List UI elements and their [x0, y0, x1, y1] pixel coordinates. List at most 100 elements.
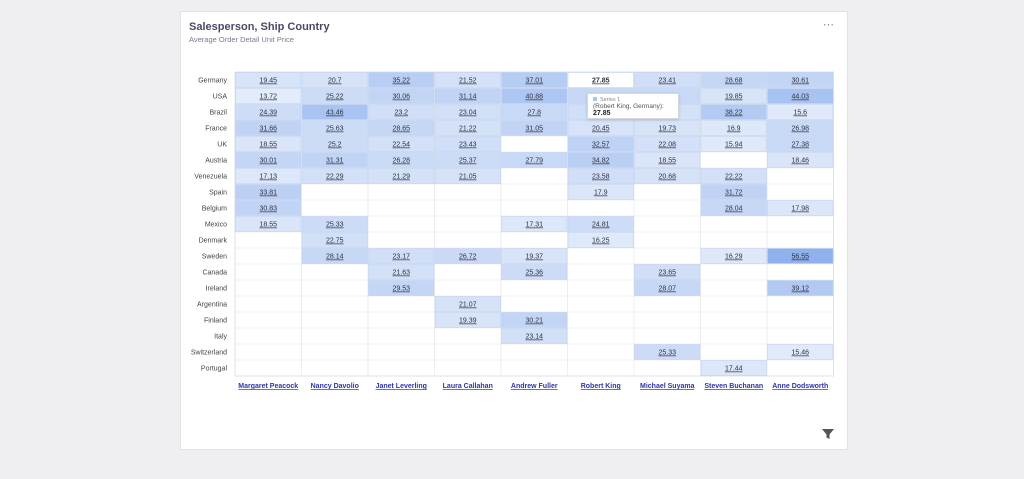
cell-value-label[interactable]: 23.58 — [592, 174, 610, 181]
cell-value-label[interactable]: 30.06 — [392, 94, 410, 101]
heatmap-cell[interactable] — [501, 248, 568, 264]
cell-value-label[interactable]: 21.52 — [459, 78, 477, 85]
cell-value-label[interactable]: 28.07 — [658, 286, 676, 293]
cell-value-label[interactable]: 16.9 — [727, 126, 741, 133]
cell-value-label[interactable]: 15.46 — [791, 350, 809, 357]
heatmap-cell[interactable] — [368, 72, 435, 88]
cell-value-label[interactable]: 26.72 — [459, 254, 477, 261]
cell-value-label[interactable]: 17.13 — [259, 174, 277, 181]
heatmap-cell[interactable] — [567, 216, 634, 232]
cell-value-label[interactable]: 31.05 — [525, 126, 543, 133]
cell-value-label[interactable]: 21.07 — [459, 302, 477, 309]
heatmap-cell[interactable] — [700, 200, 767, 216]
cell-value-label[interactable]: 22.22 — [725, 174, 743, 181]
cell-value-label[interactable]: 25.22 — [326, 94, 344, 101]
heatmap-cell[interactable] — [700, 104, 767, 120]
cell-value-label[interactable]: 33.81 — [259, 190, 277, 197]
cell-value-label[interactable]: 15.6 — [793, 110, 807, 117]
heatmap-cell[interactable] — [235, 200, 302, 216]
cell-value-label[interactable]: 19.85 — [725, 94, 743, 101]
heatmap-cell[interactable] — [434, 72, 501, 88]
cell-value-label[interactable]: 30.61 — [791, 78, 809, 85]
cell-value-label[interactable]: 22.08 — [658, 142, 676, 149]
cell-value-label[interactable]: 19.37 — [525, 254, 543, 261]
heatmap-cell[interactable] — [567, 152, 634, 168]
cell-value-label[interactable]: 16.29 — [725, 254, 743, 261]
cell-value-label[interactable]: 28.65 — [392, 126, 410, 133]
heatmap-cell[interactable] — [700, 248, 767, 264]
heatmap-cell[interactable] — [368, 248, 435, 264]
cell-value-label[interactable]: 38.22 — [725, 110, 743, 117]
cell-value-label[interactable]: 19.39 — [459, 318, 477, 325]
cell-value-label[interactable]: 39.12 — [791, 286, 809, 293]
cell-value-label[interactable]: 25.33 — [326, 222, 344, 229]
heatmap-cell[interactable] — [368, 136, 435, 152]
cell-value-label[interactable]: 40.88 — [525, 94, 543, 101]
heatmap-cell[interactable] — [700, 136, 767, 152]
heatmap-cell[interactable] — [501, 72, 568, 88]
column-label[interactable]: Michael Suyama — [640, 383, 695, 390]
heatmap-cell[interactable] — [767, 248, 834, 264]
heatmap-cell[interactable] — [434, 168, 501, 184]
heatmap-cell[interactable] — [235, 152, 302, 168]
cell-value-label[interactable]: 26.28 — [392, 158, 410, 165]
cell-value-label[interactable]: 56.55 — [791, 254, 809, 261]
cell-value-label[interactable]: 30.21 — [525, 318, 543, 325]
cell-value-label[interactable]: 43.46 — [326, 110, 344, 117]
cell-value-label[interactable]: 31.14 — [459, 94, 477, 101]
heatmap-cell[interactable] — [434, 88, 501, 104]
heatmap-cell[interactable] — [700, 360, 767, 376]
cell-value-label[interactable]: 34.82 — [592, 158, 610, 165]
cell-value-label[interactable]: 23.41 — [658, 78, 676, 85]
cell-value-label[interactable]: 32.57 — [592, 142, 610, 149]
cell-value-label[interactable]: 28.04 — [725, 206, 743, 213]
heatmap-cell[interactable] — [235, 72, 302, 88]
heatmap-cell[interactable] — [434, 104, 501, 120]
cell-value-label[interactable]: 21.63 — [392, 270, 410, 277]
cell-value-label[interactable]: 25.36 — [525, 270, 543, 277]
heatmap-cell[interactable] — [434, 248, 501, 264]
heatmap-cell[interactable] — [301, 104, 368, 120]
column-label[interactable]: Steven Buchanan — [704, 383, 763, 390]
heatmap-cell[interactable] — [368, 264, 435, 280]
more-horizontal-icon[interactable]: ⋯ — [823, 19, 835, 31]
cell-value-label[interactable]: 23.14 — [525, 334, 543, 341]
heatmap-cell[interactable] — [434, 152, 501, 168]
heatmap-cell[interactable] — [301, 120, 368, 136]
heatmap-cell[interactable] — [767, 280, 834, 296]
cell-value-label[interactable]: 15.94 — [725, 142, 743, 149]
heatmap-cell[interactable] — [634, 152, 701, 168]
heatmap-cell[interactable] — [368, 104, 435, 120]
heatmap-cell[interactable] — [368, 168, 435, 184]
heatmap-cell[interactable] — [700, 72, 767, 88]
heatmap-cell[interactable] — [368, 152, 435, 168]
cell-value-label[interactable]: 21.29 — [392, 174, 410, 181]
column-label[interactable]: Nancy Davolio — [311, 383, 359, 390]
heatmap-cell[interactable] — [235, 216, 302, 232]
filter-icon[interactable] — [821, 427, 835, 441]
cell-value-label[interactable]: 31.72 — [725, 190, 743, 197]
heatmap-cell[interactable] — [501, 88, 568, 104]
cell-value-label[interactable]: 18.55 — [259, 222, 277, 229]
heatmap-cell[interactable] — [501, 120, 568, 136]
cell-value-label[interactable]: 22.75 — [326, 238, 344, 245]
heatmap-cell[interactable] — [235, 88, 302, 104]
heatmap-cell[interactable] — [700, 168, 767, 184]
heatmap-cell[interactable] — [567, 136, 634, 152]
heatmap-cell[interactable] — [767, 88, 834, 104]
heatmap-cell[interactable] — [501, 264, 568, 280]
cell-value-label[interactable]: 18.55 — [658, 158, 676, 165]
heatmap-cell[interactable] — [767, 72, 834, 88]
heatmap-cell[interactable] — [301, 136, 368, 152]
heatmap-cell[interactable] — [301, 72, 368, 88]
cell-value-label[interactable]: 21.05 — [459, 174, 477, 181]
cell-value-label[interactable]: 23.04 — [459, 110, 477, 117]
cell-value-label[interactable]: 30.83 — [259, 206, 277, 213]
cell-value-label[interactable]: 16.25 — [592, 238, 610, 245]
cell-value-label[interactable]: 22.54 — [392, 142, 410, 149]
cell-value-label[interactable]: 13.72 — [259, 94, 277, 101]
heatmap-cell[interactable] — [767, 152, 834, 168]
cell-value-label[interactable]: 27.38 — [791, 142, 809, 149]
heatmap-cell[interactable] — [501, 216, 568, 232]
cell-value-label[interactable]: 27.8 — [527, 110, 541, 117]
